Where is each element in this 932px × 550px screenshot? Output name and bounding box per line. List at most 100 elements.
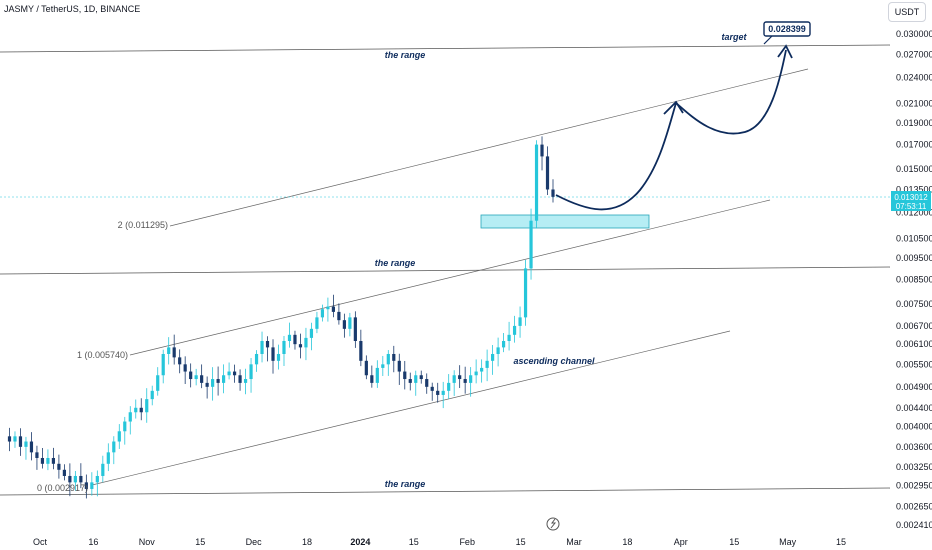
candle-body (156, 375, 160, 391)
x-tick-label: 15 (516, 537, 526, 547)
range-annotation-bottom: the range (385, 479, 426, 489)
range-line-top (0, 44, 891, 53)
x-tick-label: 16 (88, 537, 98, 547)
candle-body (425, 379, 429, 387)
candle-body (57, 463, 61, 470)
candle-body (194, 375, 198, 380)
candle-body (447, 382, 451, 391)
candle-body (463, 379, 467, 383)
candle-body (386, 353, 390, 365)
y-tick-label: 0.015000 (896, 164, 932, 174)
candle-body (540, 144, 544, 157)
candle-body (518, 317, 522, 326)
candle-body (167, 347, 171, 354)
y-tick-label: 0.017000 (896, 140, 932, 150)
candle-body (474, 371, 478, 376)
y-tick-label: 0.005500 (896, 359, 932, 369)
candle-body (117, 431, 121, 442)
candle-body (392, 353, 396, 361)
candle-body (403, 371, 407, 380)
candle-body (123, 421, 127, 432)
candles-layer (7, 136, 555, 499)
y-tick-label: 0.012000 (896, 207, 932, 217)
x-axis[interactable]: Oct 16 Nov 15 Dec 18 2024 15 Feb 15 Mar 18 Apr 15 May 1… (33, 537, 846, 547)
target-value: 0.028399 (768, 24, 806, 34)
price-tag (891, 191, 931, 211)
candle-body (507, 334, 511, 342)
candle-body (326, 306, 330, 310)
candle-body (298, 344, 303, 348)
candle-body (95, 475, 99, 483)
y-tick-label: 0.027000 (896, 50, 932, 60)
candle-body (458, 375, 462, 380)
candle-body (90, 482, 94, 489)
y-tick-label: 0.003250 (896, 462, 932, 472)
x-tick-label: 15 (195, 537, 205, 547)
candle-body (320, 309, 325, 318)
candle-body (265, 341, 270, 348)
range-annotation-top: the range (385, 50, 426, 60)
candle-body (430, 386, 434, 391)
x-tick-label: Oct (33, 537, 48, 547)
candle-body (227, 371, 231, 376)
candle-body (216, 379, 220, 383)
candle-body (309, 328, 314, 338)
currency-button[interactable]: USDT (888, 2, 926, 22)
candle-body (469, 375, 473, 383)
candle-body (260, 341, 264, 354)
fib-label-1: 1 (0.005740) (77, 350, 128, 360)
y-tick-label: 0.008500 (896, 275, 932, 285)
candle-body (441, 390, 445, 395)
candle-body (243, 379, 248, 383)
candle-body (106, 452, 110, 464)
candle-body (342, 320, 346, 329)
candle-body (397, 360, 401, 372)
candle-body (419, 375, 423, 380)
candle-body (480, 367, 484, 372)
candle-body (348, 317, 352, 329)
candle-body (381, 364, 385, 368)
candle-body (534, 144, 539, 221)
projection-arrowhead-1 (663, 100, 684, 115)
candle-body (232, 371, 237, 376)
y-tick-label: 0.002410 (896, 520, 932, 530)
candle-body (238, 375, 242, 383)
price-tag-value: 0.013012 (894, 193, 928, 202)
candle-body (414, 375, 418, 383)
y-axis[interactable]: 0.030000 0.027000 0.024000 0.021000 0.019000… (896, 29, 932, 530)
candle-body (101, 463, 105, 476)
candle-body (40, 457, 45, 464)
candle-body (62, 469, 66, 476)
projection-path (555, 49, 787, 211)
candle-body (364, 360, 368, 376)
candle-body (183, 364, 187, 372)
candle-body (452, 375, 456, 383)
x-tick-label: 15 (836, 537, 846, 547)
candle-body (68, 475, 72, 483)
y-tick-label: 0.002650 (896, 502, 932, 512)
y-tick-label: 0.003600 (896, 442, 932, 452)
candle-body (134, 407, 138, 413)
candle-body (485, 360, 489, 368)
y-tick-label: 0.013500 (896, 184, 932, 194)
x-tick-label: May (779, 537, 797, 547)
candle-body (282, 341, 286, 354)
candle-body (254, 353, 259, 365)
candle-body (287, 334, 292, 342)
candle-body (436, 390, 440, 395)
candle-body (178, 357, 182, 365)
projection-arrowhead-2 (777, 44, 793, 59)
candle-body (161, 353, 165, 376)
range-annotation-mid: the range (375, 258, 416, 268)
candle-body (150, 390, 154, 400)
candle-body (501, 341, 506, 348)
tradingview-logo-icon (546, 517, 560, 531)
x-tick-label: 18 (622, 537, 632, 547)
candle-body (370, 375, 374, 383)
x-tick-label: 18 (302, 537, 312, 547)
x-tick-label: 15 (409, 537, 419, 547)
candle-body (145, 399, 149, 413)
candle-body (51, 457, 56, 464)
x-tick-label: Nov (139, 537, 156, 547)
